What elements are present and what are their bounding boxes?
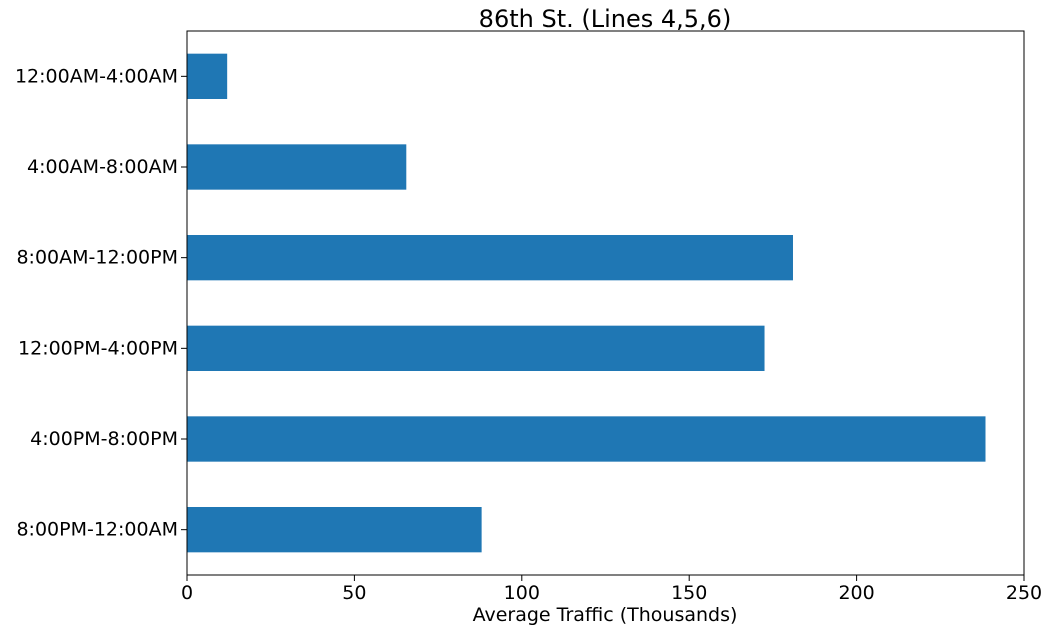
plot-frame — [186, 30, 1025, 576]
x-tick-label: 150 — [671, 582, 707, 604]
bar — [187, 507, 482, 553]
x-axis-ticks: 0 50 100 150 200 250 — [181, 575, 1042, 604]
x-tick-label: 0 — [181, 582, 193, 604]
bar — [187, 325, 765, 371]
x-axis-label: Average Traffic (Thousands) — [473, 604, 738, 626]
y-tick-label: 8:00AM-12:00PM — [16, 247, 178, 269]
x-tick-label: 100 — [504, 582, 540, 604]
chart-title: 86th St. (Lines 4,5,6) — [479, 5, 732, 33]
y-tick-label: 12:00AM-4:00AM — [15, 65, 178, 87]
y-tick-label: 4:00AM-8:00AM — [27, 156, 178, 178]
x-tick-label: 200 — [838, 582, 874, 604]
y-tick-label: 8:00PM-12:00AM — [16, 519, 178, 541]
x-tick-label: 250 — [1006, 582, 1042, 604]
bar — [187, 235, 793, 281]
bar — [187, 416, 986, 462]
y-tick-label: 12:00PM-4:00PM — [18, 337, 178, 359]
bar — [187, 53, 228, 99]
y-axis-ticks: 12:00AM-4:00AM 4:00AM-8:00AM 8:00AM-12:00P… — [15, 65, 187, 541]
y-tick-label: 4:00PM-8:00PM — [30, 428, 178, 450]
x-tick-label: 50 — [342, 582, 366, 604]
bars — [187, 53, 986, 553]
bar — [187, 144, 407, 190]
